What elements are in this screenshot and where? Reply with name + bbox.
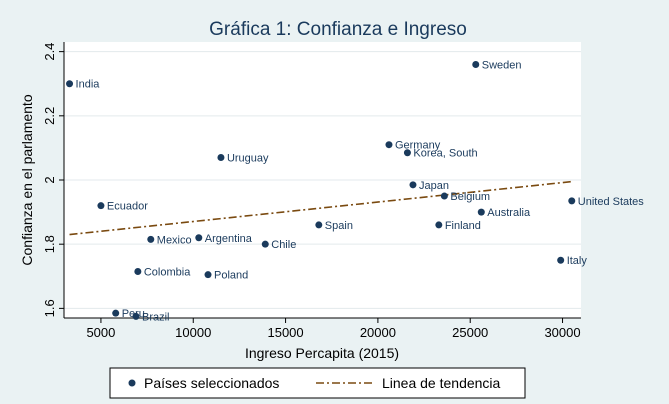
data-point [385, 141, 393, 149]
data-point [403, 149, 411, 157]
y-tick-label: 2.4 [42, 43, 57, 61]
data-point [132, 312, 140, 320]
data-point [261, 240, 269, 248]
data-point [112, 309, 120, 317]
data-label: Korea, South [413, 148, 477, 160]
data-point [66, 80, 74, 88]
chart-title: Gráfica 1: Confianza e Ingreso [209, 19, 467, 40]
data-label: Brazil [142, 311, 170, 323]
x-axis-title: Ingreso Percapita (2015) [245, 345, 399, 361]
data-point [557, 256, 565, 264]
data-point [435, 221, 443, 229]
trend-line [69, 180, 572, 236]
y-tick-label: 1.6 [42, 299, 57, 317]
data-label: Germany [395, 140, 441, 152]
axis-ticks: 1.6 1.8 2 2.2 2.4 5000 10000 15000 20000 25000 300… [42, 43, 581, 340]
data-label: Argentina [205, 233, 253, 245]
data-label: United States [578, 196, 645, 208]
data-label: Mexico [157, 234, 192, 246]
x-tick-label: 25000 [452, 325, 488, 340]
data-label: Sweden [482, 59, 522, 71]
data-label: Ecuador [107, 201, 148, 213]
y-tick-label: 2.2 [42, 107, 57, 125]
x-tick-label: 10000 [175, 325, 211, 340]
data-label: Chile [271, 239, 296, 251]
legend-marker-points [128, 379, 136, 387]
data-point [409, 181, 417, 189]
data-label: Colombia [144, 266, 191, 278]
data-point [195, 234, 203, 242]
legend-label-points: Países seleccionados [144, 375, 279, 391]
grid-lines [64, 51, 581, 309]
legend: Países seleccionados Linea de tendencia [109, 367, 526, 399]
data-label: Australia [487, 207, 531, 219]
x-tick-label: 30000 [544, 325, 580, 340]
data-label: Spain [325, 220, 353, 232]
data-point [134, 267, 142, 275]
y-axis-title: Confianza en el parlamento [19, 94, 35, 265]
x-tick-label: 5000 [86, 325, 115, 340]
data-label: Belgium [450, 191, 490, 203]
legend-label-trend: Linea de tendencia [382, 375, 501, 391]
data-point [472, 60, 480, 68]
data-label: India [76, 79, 101, 91]
data-label: Japan [419, 180, 449, 192]
x-tick-label: 15000 [267, 325, 303, 340]
data-label: Finland [445, 220, 481, 232]
data-point [147, 235, 155, 243]
data-label: Poland [214, 270, 248, 282]
data-point [97, 202, 105, 210]
data-point [440, 192, 448, 200]
data-point [217, 154, 225, 162]
data-point [204, 271, 212, 279]
data-label: Italy [567, 255, 588, 267]
data-label: Uruguay [227, 153, 269, 165]
y-tick-label: 2 [42, 176, 57, 183]
data-point [477, 208, 485, 216]
data-point [315, 221, 323, 229]
y-tick-label: 1.8 [42, 235, 57, 253]
data-point [568, 197, 576, 205]
x-tick-label: 20000 [360, 325, 396, 340]
